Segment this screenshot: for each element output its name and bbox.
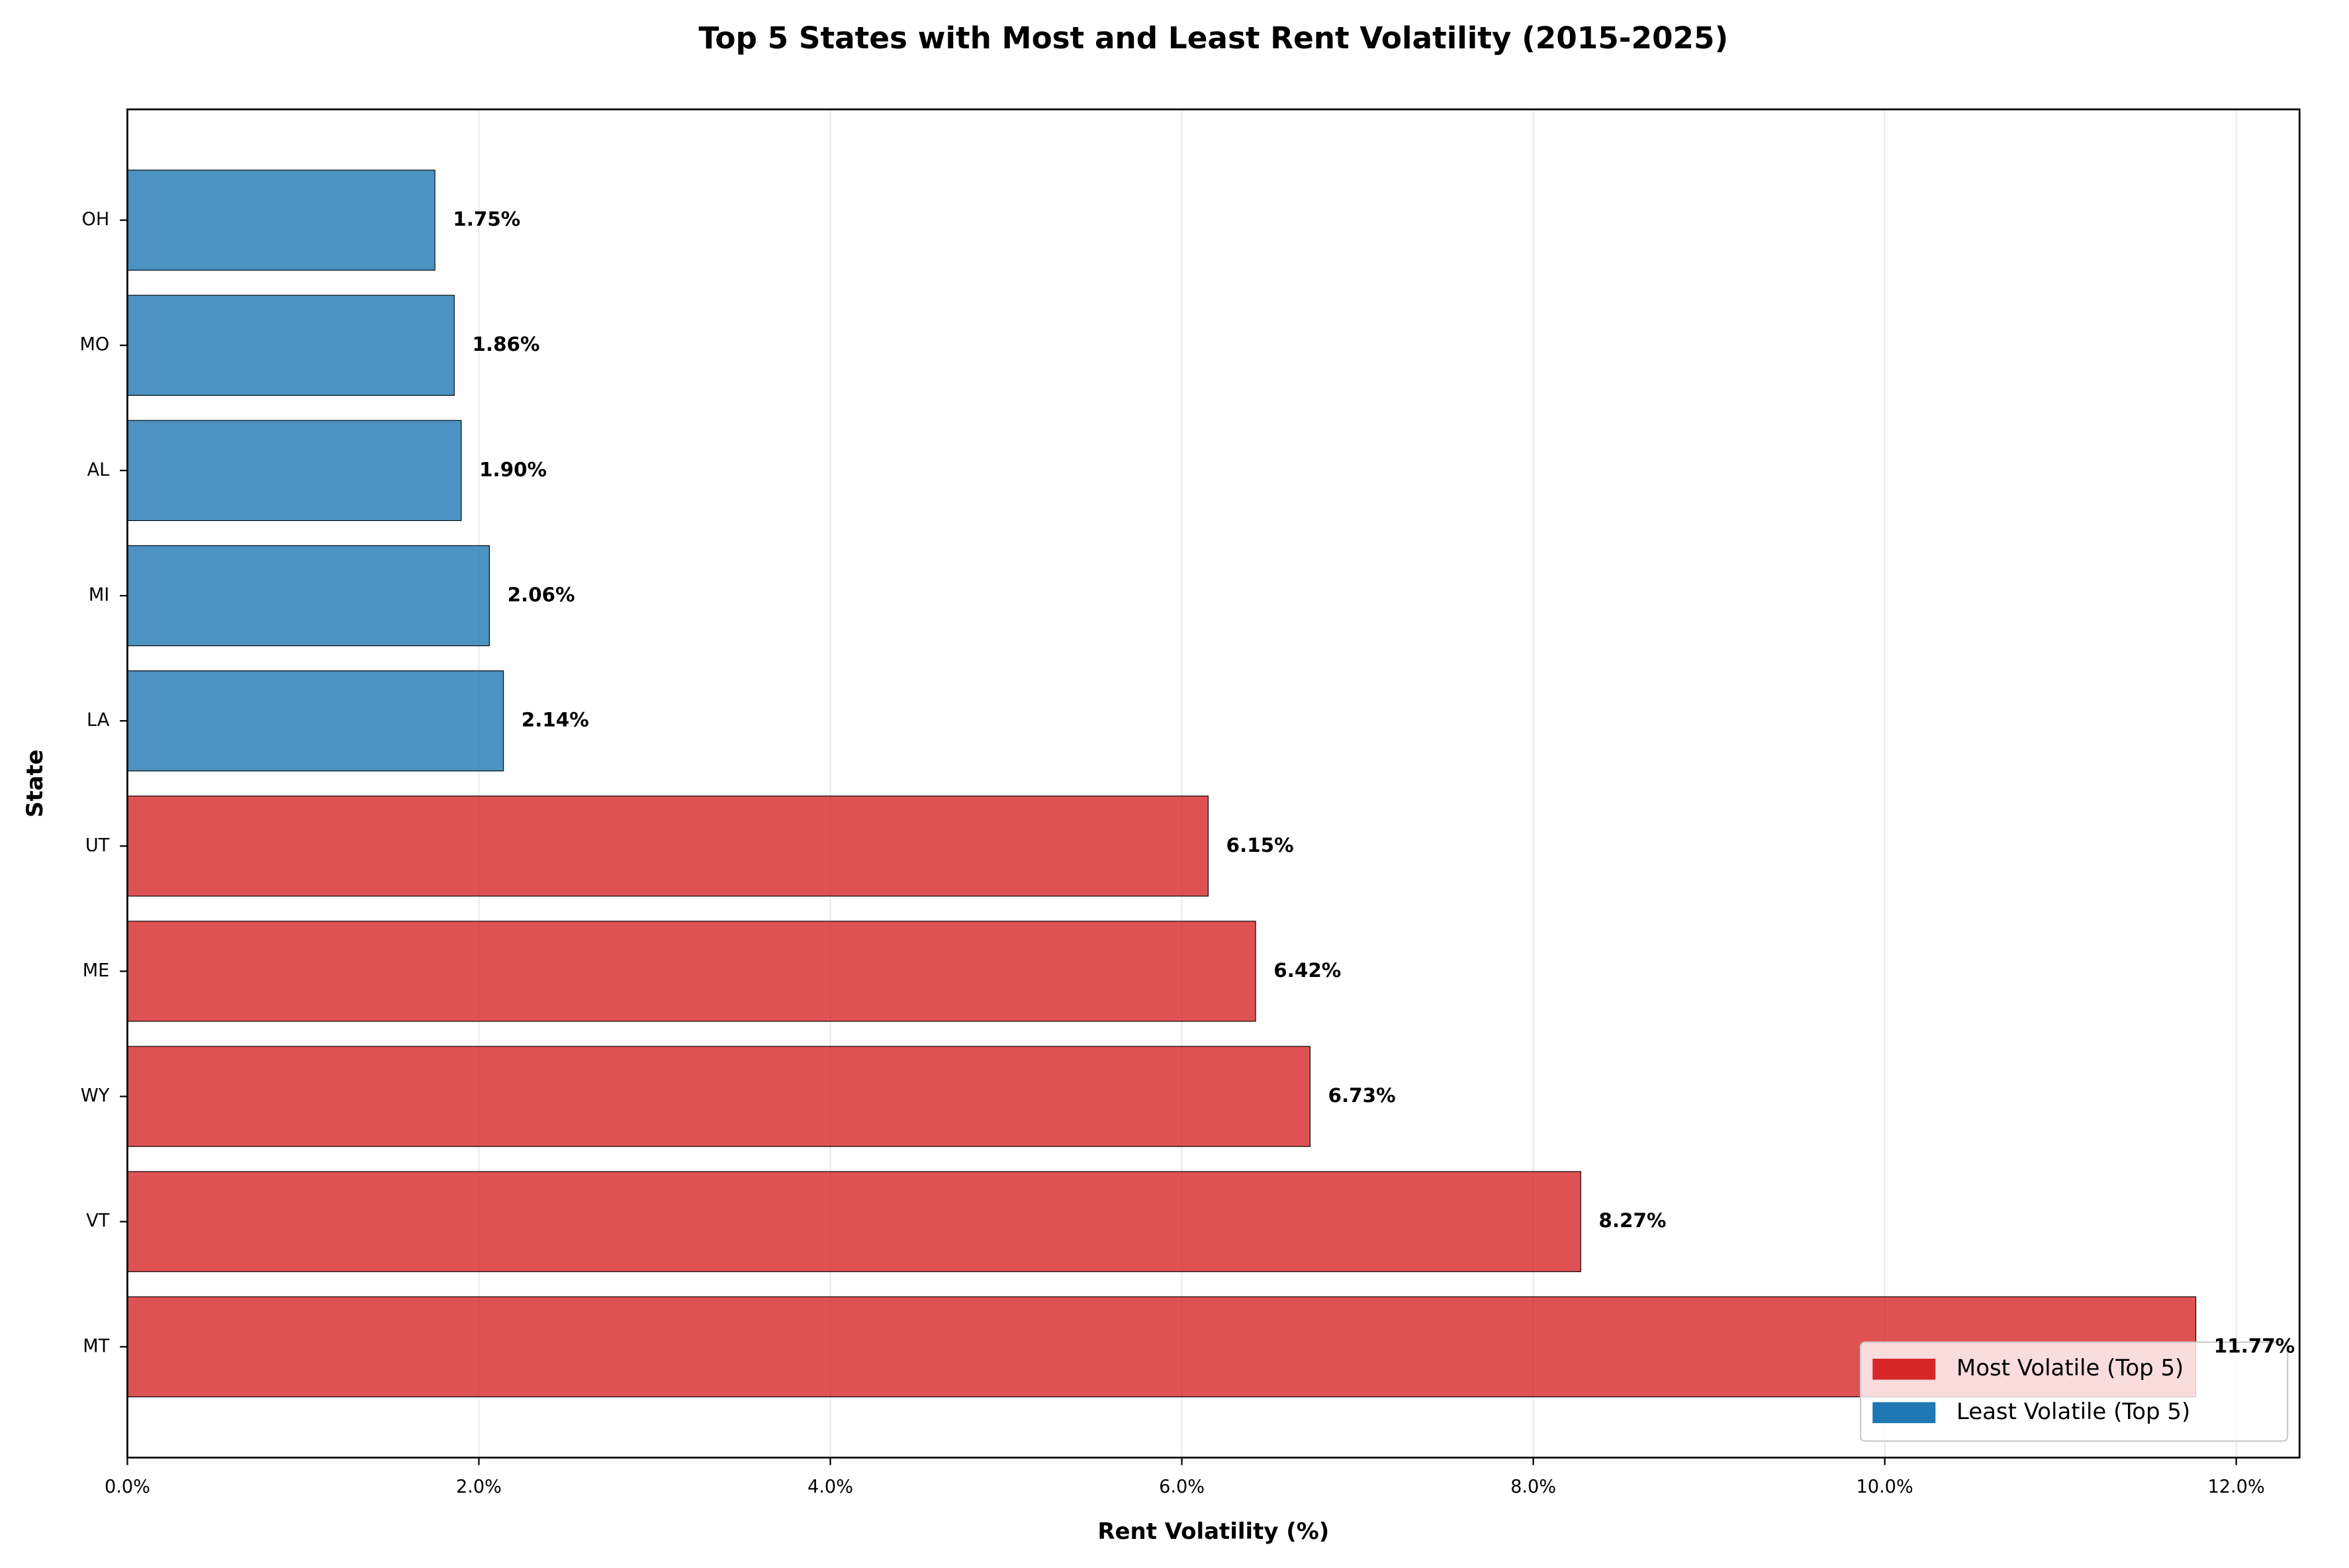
y-tick-label: WY — [81, 1085, 110, 1106]
bar — [126, 169, 436, 271]
bar — [126, 545, 490, 647]
x-tick-label: 12.0% — [2208, 1477, 2265, 1497]
y-tick-label: MO — [80, 334, 110, 355]
x-axis-label: Rent Volatility (%) — [1097, 1518, 1329, 1545]
x-tick-label: 10.0% — [1857, 1477, 1913, 1497]
axes-frame — [126, 108, 2301, 1459]
value-label: 1.90% — [479, 458, 547, 481]
value-label: 1.86% — [472, 333, 539, 355]
x-tick-label: 8.0% — [1510, 1477, 1556, 1497]
x-tick-label: 6.0% — [1159, 1477, 1205, 1497]
legend-label: Most Volatile (Top 5) — [1957, 1355, 2184, 1381]
bar — [126, 921, 1256, 1022]
legend-swatch — [1872, 1402, 1936, 1424]
bar — [126, 1296, 2197, 1398]
y-tick-label: OH — [82, 209, 110, 230]
value-label: 6.73% — [1328, 1084, 1396, 1107]
value-label: 6.15% — [1226, 834, 1294, 856]
value-label: 8.27% — [1598, 1209, 1666, 1232]
y-axis-label: State — [22, 749, 48, 817]
bar — [126, 1171, 1581, 1272]
y-tick-label: AL — [87, 459, 110, 480]
y-tick-label: MT — [83, 1336, 109, 1356]
value-label: 6.42% — [1273, 959, 1341, 982]
value-label: 2.14% — [522, 709, 589, 731]
legend-label: Least Volatile (Top 5) — [1957, 1399, 2190, 1425]
y-tick-label: LA — [87, 710, 110, 731]
bar — [126, 420, 462, 522]
bar — [126, 1046, 1311, 1147]
y-tick-label: VT — [86, 1211, 110, 1231]
bar — [126, 295, 455, 396]
bar — [126, 670, 504, 772]
bars — [126, 169, 2197, 1398]
legend-box — [1859, 1341, 2289, 1442]
value-label: 11.77% — [2214, 1334, 2295, 1357]
x-tick-label: 0.0% — [105, 1477, 150, 1497]
bar — [126, 796, 1209, 897]
legend-swatch — [1872, 1358, 1936, 1380]
y-tick-label: UT — [85, 835, 110, 856]
chart-title: Top 5 States with Most and Least Rent Vo… — [699, 21, 1729, 56]
y-tick-label: ME — [83, 960, 110, 981]
value-label: 2.06% — [508, 584, 575, 606]
value-label: 1.75% — [453, 208, 520, 230]
y-tick-label: MI — [89, 585, 109, 606]
x-tick-label: 2.0% — [456, 1477, 502, 1497]
x-tick-label: 4.0% — [807, 1477, 853, 1497]
legend: Most Volatile (Top 5) Least Volatile (Top… — [1859, 1341, 2289, 1442]
